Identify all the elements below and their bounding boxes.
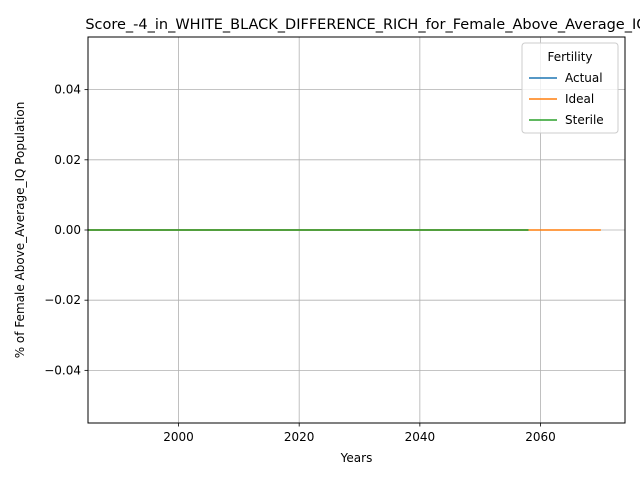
y-tick-label: −0.02 bbox=[44, 293, 81, 307]
y-axis-ticks: −0.04 −0.02 0.00 0.02 0.04 bbox=[44, 83, 88, 377]
y-tick-label: 0.04 bbox=[54, 83, 81, 97]
legend-label-sterile: Sterile bbox=[565, 113, 604, 127]
x-axis-label: Years bbox=[340, 451, 373, 465]
x-tick-label: 2060 bbox=[525, 430, 556, 444]
y-axis-label: % of Female Above_Average_IQ Population bbox=[13, 102, 27, 359]
x-tick-label: 2040 bbox=[405, 430, 436, 444]
legend-label-ideal: Ideal bbox=[565, 92, 594, 106]
legend-box bbox=[521, 42, 619, 134]
x-axis-ticks: 2000 2020 2040 2060 bbox=[163, 423, 556, 444]
legend: Fertility Actual Ideal Sterile bbox=[521, 42, 619, 134]
y-tick-label: −0.04 bbox=[44, 363, 81, 377]
legend-title: Fertility bbox=[547, 50, 592, 64]
y-tick-label: 0.00 bbox=[54, 223, 81, 237]
legend-label-actual: Actual bbox=[565, 71, 603, 85]
x-tick-label: 2020 bbox=[284, 430, 315, 444]
y-tick-label: 0.02 bbox=[54, 153, 81, 167]
chart-title: Score_-4_in_WHITE_BLACK_DIFFERENCE_RICH_… bbox=[85, 17, 640, 33]
x-tick-label: 2000 bbox=[163, 430, 194, 444]
